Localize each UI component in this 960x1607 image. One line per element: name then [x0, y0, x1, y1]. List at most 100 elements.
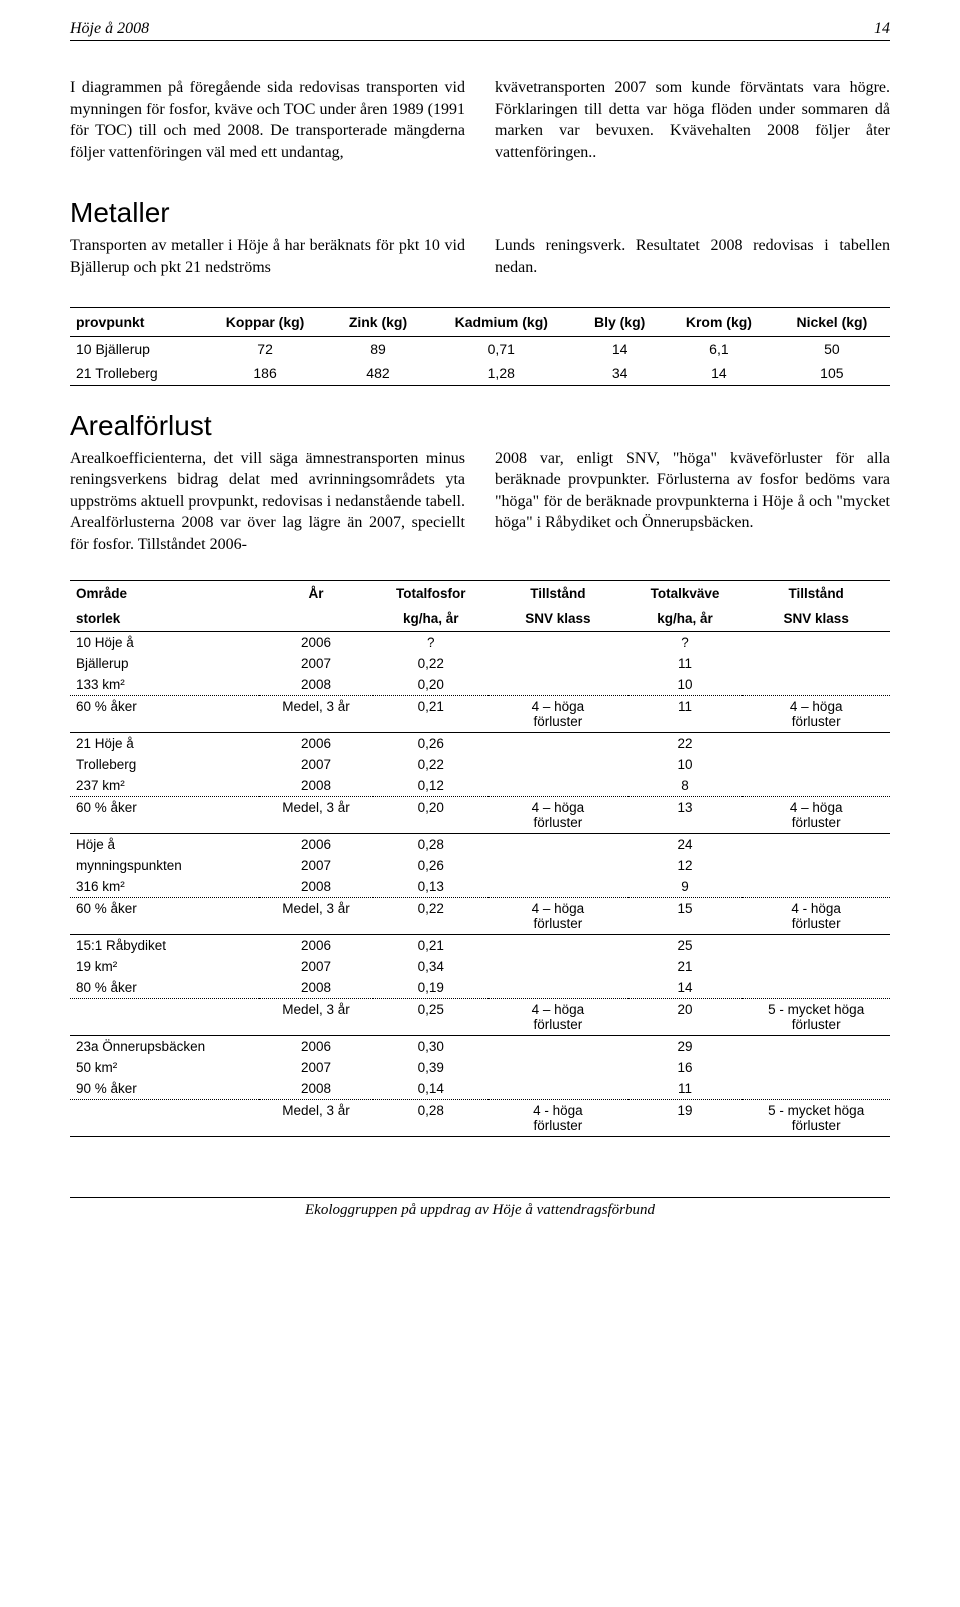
area-cell: [742, 934, 890, 956]
area-cell: [488, 1035, 627, 1057]
area-cell: [488, 855, 627, 876]
area-cell: [488, 1057, 627, 1078]
area-cell: 10: [628, 674, 743, 696]
area-cell: 5 - mycket högaförluster: [742, 998, 890, 1035]
arealforlust-left: Arealkoefficienterna, det vill säga ämne…: [70, 448, 465, 556]
area-cell: [742, 1057, 890, 1078]
intro-columns: I diagrammen på föregående sida redovisa…: [70, 77, 890, 177]
area-cell: 0,22: [373, 653, 488, 674]
col-totalkvave: Totalkväve: [628, 580, 743, 606]
area-cell: 29: [628, 1035, 743, 1057]
col-ar: År: [259, 580, 374, 606]
area-cell: 2007: [259, 855, 374, 876]
area-cell: [488, 934, 627, 956]
area-cell: 20: [628, 998, 743, 1035]
area-cell: [488, 653, 627, 674]
area-cell: 25: [628, 934, 743, 956]
area-group-label: 316 km²: [70, 876, 259, 898]
col-zink: Zink (kg): [329, 307, 428, 336]
area-cell: 4 - högaförluster: [488, 1099, 627, 1136]
col-krom: Krom (kg): [664, 307, 774, 336]
area-cell: 4 – högaförluster: [488, 796, 627, 833]
area-cell: 0,14: [373, 1078, 488, 1100]
area-cell: [488, 833, 627, 855]
area-cell: [488, 876, 627, 898]
area-group-label: [70, 998, 259, 1035]
col-storlek: storlek: [70, 606, 259, 632]
area-cell: 11: [628, 653, 743, 674]
area-group-label: 10 Höje å: [70, 631, 259, 653]
area-cell: 13: [628, 796, 743, 833]
col-bly: Bly (kg): [575, 307, 664, 336]
area-cell: 2008: [259, 775, 374, 797]
area-cell: [488, 956, 627, 977]
col-tillstand-k: Tillstånd: [742, 580, 890, 606]
area-cell: [742, 674, 890, 696]
area-cell: [742, 754, 890, 775]
area-group-label: 60 % åker: [70, 897, 259, 934]
area-cell: 2007: [259, 653, 374, 674]
area-cell: 0,20: [373, 796, 488, 833]
page-footer: Ekologgruppen på uppdrag av Höje å vatte…: [70, 1197, 890, 1219]
arealforlust-right: 2008 var, enligt SNV, "höga" kväveförlus…: [495, 448, 890, 534]
area-cell: [742, 956, 890, 977]
metaller-right: Lunds reningsverk. Resultatet 2008 redov…: [495, 235, 890, 278]
area-cell: 2006: [259, 631, 374, 653]
area-cell: 9: [628, 876, 743, 898]
area-cell: 11: [628, 695, 743, 732]
area-cell: 14: [628, 977, 743, 999]
area-cell: 21: [628, 956, 743, 977]
table-row: 21 Trolleberg 186 482 1,28 34 14 105: [70, 361, 890, 386]
col-koppar: Koppar (kg): [202, 307, 329, 336]
area-group-label: 21 Höje å: [70, 732, 259, 754]
col-omrade: Område: [70, 580, 259, 606]
metaller-heading: Metaller: [70, 197, 890, 229]
area-group-label: mynningspunkten: [70, 855, 259, 876]
col-tillstand-f: Tillstånd: [488, 580, 627, 606]
area-group-label: 90 % åker: [70, 1078, 259, 1100]
area-group-label: Höje å: [70, 833, 259, 855]
arealforlust-columns: Arealkoefficienterna, det vill säga ämne…: [70, 448, 890, 570]
area-group-label: 50 km²: [70, 1057, 259, 1078]
area-cell: 0,39: [373, 1057, 488, 1078]
area-cell: 0,26: [373, 855, 488, 876]
area-cell: Medel, 3 år: [259, 897, 374, 934]
area-group-label: 80 % åker: [70, 977, 259, 999]
area-cell: [742, 855, 890, 876]
area-cell: 4 – högaförluster: [488, 897, 627, 934]
area-cell: 5 - mycket högaförluster: [742, 1099, 890, 1136]
area-cell: [742, 631, 890, 653]
metaller-table: provpunkt Koppar (kg) Zink (kg) Kadmium …: [70, 307, 890, 386]
area-cell: 0,21: [373, 934, 488, 956]
area-group-label: 133 km²: [70, 674, 259, 696]
area-group-label: 60 % åker: [70, 796, 259, 833]
col-nickel: Nickel (kg): [774, 307, 890, 336]
area-cell: 4 – högaförluster: [742, 796, 890, 833]
area-cell: [742, 876, 890, 898]
area-group-label: 19 km²: [70, 956, 259, 977]
area-cell: 2006: [259, 1035, 374, 1057]
area-cell: 15: [628, 897, 743, 934]
area-cell: 4 - högaförluster: [742, 897, 890, 934]
area-cell: 0,25: [373, 998, 488, 1035]
area-cell: Medel, 3 år: [259, 998, 374, 1035]
area-cell: 19: [628, 1099, 743, 1136]
area-cell: 4 – högaförluster: [742, 695, 890, 732]
area-cell: 10: [628, 754, 743, 775]
intro-left: I diagrammen på föregående sida redovisa…: [70, 77, 465, 163]
area-cell: Medel, 3 år: [259, 1099, 374, 1136]
area-cell: 0,20: [373, 674, 488, 696]
area-cell: 0,21: [373, 695, 488, 732]
metaller-left: Transporten av metaller i Höje å har ber…: [70, 235, 465, 278]
area-cell: 0,12: [373, 775, 488, 797]
area-group-label: 237 km²: [70, 775, 259, 797]
intro-right: kvävetransporten 2007 som kunde förvänta…: [495, 77, 890, 163]
area-group-label: 15:1 Råbydiket: [70, 934, 259, 956]
header-left: Höje å 2008: [70, 20, 149, 38]
area-cell: 0,22: [373, 754, 488, 775]
area-cell: 0,26: [373, 732, 488, 754]
area-cell: [742, 775, 890, 797]
area-group-label: Bjällerup: [70, 653, 259, 674]
area-cell: 2007: [259, 1057, 374, 1078]
area-cell: [742, 1035, 890, 1057]
